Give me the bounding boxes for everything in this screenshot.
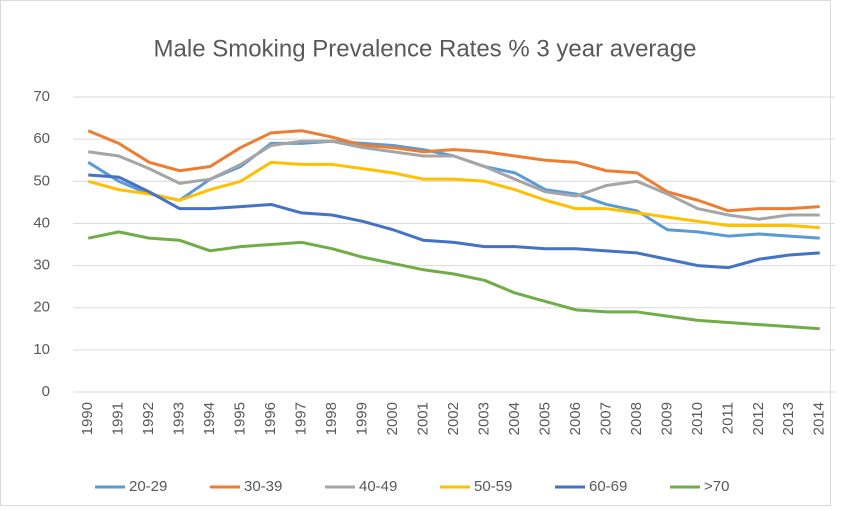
x-tick-label: 1994 — [201, 402, 218, 435]
x-tick-label: 2013 — [780, 402, 797, 435]
x-tick-label: 1995 — [232, 402, 249, 435]
x-tick-label: 2007 — [597, 402, 614, 435]
x-tick-label: 1998 — [323, 402, 340, 435]
x-tick-label: 2005 — [536, 402, 553, 435]
legend-label: 50-59 — [474, 478, 512, 495]
x-tick-label: 1997 — [293, 402, 310, 435]
x-tick-label: 2009 — [658, 402, 675, 435]
x-tick-label: 1991 — [110, 402, 127, 435]
x-tick-label: 2002 — [445, 402, 462, 435]
x-tick-label: 2003 — [475, 402, 492, 435]
y-tick-label: 10 — [33, 341, 50, 358]
legend-label: 30-39 — [244, 478, 282, 495]
series-line — [88, 139, 820, 221]
y-tick-label: 60 — [33, 130, 50, 147]
legend-label: 20-29 — [129, 478, 167, 495]
x-tick-label: 1993 — [171, 402, 188, 435]
y-tick-label: 0 — [42, 383, 50, 400]
x-tick-label: 2010 — [689, 402, 706, 435]
y-tick-label: 70 — [33, 88, 50, 105]
x-tick-label: 2004 — [506, 402, 523, 435]
chart-border — [0, 0, 831, 506]
legend-label: 40-49 — [359, 478, 397, 495]
x-tick-label: 2011 — [719, 402, 736, 434]
legend-label: 60-69 — [589, 478, 627, 495]
series-line — [87, 230, 820, 331]
x-tick-label: 1999 — [354, 402, 371, 435]
x-tick-label: 2006 — [567, 402, 584, 435]
y-tick-label: 20 — [33, 299, 50, 316]
y-tick-label: 40 — [33, 214, 50, 231]
x-tick-label: 2000 — [384, 402, 401, 435]
series-line — [88, 173, 820, 270]
x-tick-label: 1992 — [140, 402, 157, 435]
x-tick-label: 2008 — [628, 402, 645, 435]
series-line — [87, 160, 820, 230]
y-tick-label: 50 — [33, 172, 50, 189]
series-line — [87, 129, 820, 213]
x-tick-label: 2001 — [414, 402, 431, 435]
x-tick-label: 1996 — [262, 402, 279, 435]
x-tick-label: 2014 — [811, 402, 828, 435]
y-tick-label: 30 — [33, 257, 50, 274]
x-tick-label: 1990 — [79, 402, 96, 435]
x-tick-label: 2012 — [750, 402, 767, 435]
legend-label: >70 — [704, 478, 729, 495]
chart-title: Male Smoking Prevalence Rates % 3 year a… — [154, 35, 697, 62]
